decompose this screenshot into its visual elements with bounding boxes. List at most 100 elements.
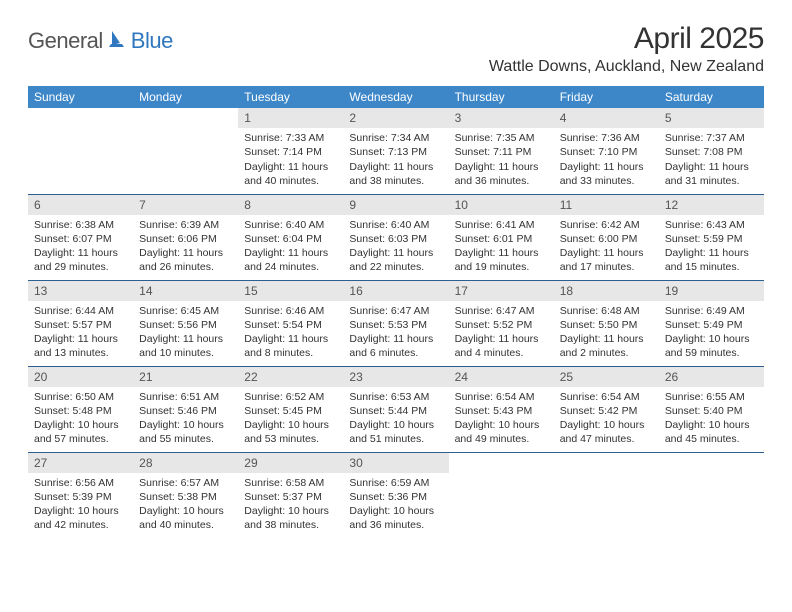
day-content: Sunrise: 6:42 AMSunset: 6:00 PMDaylight:… — [554, 215, 659, 278]
daylight-text: Daylight: 10 hours and 42 minutes. — [34, 504, 127, 532]
day-cell: 30Sunrise: 6:59 AMSunset: 5:36 PMDayligh… — [343, 452, 448, 538]
day-content: Sunrise: 6:50 AMSunset: 5:48 PMDaylight:… — [28, 387, 133, 450]
day-content: Sunrise: 6:56 AMSunset: 5:39 PMDaylight:… — [28, 473, 133, 536]
sunset-text: Sunset: 7:13 PM — [349, 145, 442, 159]
sunset-text: Sunset: 5:37 PM — [244, 490, 337, 504]
calendar-body: 1Sunrise: 7:33 AMSunset: 7:14 PMDaylight… — [28, 108, 764, 538]
sunrise-text: Sunrise: 7:37 AM — [665, 131, 758, 145]
daylight-text: Daylight: 10 hours and 47 minutes. — [560, 418, 653, 446]
day-cell: 21Sunrise: 6:51 AMSunset: 5:46 PMDayligh… — [133, 366, 238, 452]
sunrise-text: Sunrise: 6:48 AM — [560, 304, 653, 318]
day-cell — [554, 452, 659, 538]
sunset-text: Sunset: 5:49 PM — [665, 318, 758, 332]
sunrise-text: Sunrise: 6:39 AM — [139, 218, 232, 232]
day-content: Sunrise: 6:48 AMSunset: 5:50 PMDaylight:… — [554, 301, 659, 364]
sunrise-text: Sunrise: 6:40 AM — [349, 218, 442, 232]
day-content: Sunrise: 6:58 AMSunset: 5:37 PMDaylight:… — [238, 473, 343, 536]
sunset-text: Sunset: 7:11 PM — [455, 145, 548, 159]
daylight-text: Daylight: 11 hours and 8 minutes. — [244, 332, 337, 360]
day-number: 14 — [133, 281, 238, 301]
day-cell: 4Sunrise: 7:36 AMSunset: 7:10 PMDaylight… — [554, 108, 659, 194]
day-number: 19 — [659, 281, 764, 301]
day-number: 25 — [554, 367, 659, 387]
daylight-text: Daylight: 11 hours and 33 minutes. — [560, 160, 653, 188]
daylight-text: Daylight: 11 hours and 6 minutes. — [349, 332, 442, 360]
day-content: Sunrise: 7:33 AMSunset: 7:14 PMDaylight:… — [238, 128, 343, 191]
day-number: 8 — [238, 195, 343, 215]
sunset-text: Sunset: 5:43 PM — [455, 404, 548, 418]
day-cell: 22Sunrise: 6:52 AMSunset: 5:45 PMDayligh… — [238, 366, 343, 452]
day-cell: 12Sunrise: 6:43 AMSunset: 5:59 PMDayligh… — [659, 194, 764, 280]
daylight-text: Daylight: 11 hours and 24 minutes. — [244, 246, 337, 274]
sunrise-text: Sunrise: 6:57 AM — [139, 476, 232, 490]
day-cell: 28Sunrise: 6:57 AMSunset: 5:38 PMDayligh… — [133, 452, 238, 538]
week-row: 1Sunrise: 7:33 AMSunset: 7:14 PMDaylight… — [28, 108, 764, 194]
day-cell: 17Sunrise: 6:47 AMSunset: 5:52 PMDayligh… — [449, 280, 554, 366]
day-content: Sunrise: 6:38 AMSunset: 6:07 PMDaylight:… — [28, 215, 133, 278]
sunset-text: Sunset: 5:44 PM — [349, 404, 442, 418]
sunrise-text: Sunrise: 6:38 AM — [34, 218, 127, 232]
day-number: 21 — [133, 367, 238, 387]
sunset-text: Sunset: 5:54 PM — [244, 318, 337, 332]
day-cell: 27Sunrise: 6:56 AMSunset: 5:39 PMDayligh… — [28, 452, 133, 538]
sunset-text: Sunset: 6:03 PM — [349, 232, 442, 246]
day-number: 5 — [659, 108, 764, 128]
sunrise-text: Sunrise: 6:41 AM — [455, 218, 548, 232]
day-cell: 24Sunrise: 6:54 AMSunset: 5:43 PMDayligh… — [449, 366, 554, 452]
month-title: April 2025 — [489, 22, 764, 56]
sunset-text: Sunset: 5:39 PM — [34, 490, 127, 504]
day-cell: 23Sunrise: 6:53 AMSunset: 5:44 PMDayligh… — [343, 366, 448, 452]
logo: General Blue — [28, 28, 173, 54]
sunset-text: Sunset: 5:59 PM — [665, 232, 758, 246]
day-content: Sunrise: 6:44 AMSunset: 5:57 PMDaylight:… — [28, 301, 133, 364]
day-cell: 16Sunrise: 6:47 AMSunset: 5:53 PMDayligh… — [343, 280, 448, 366]
day-cell — [133, 108, 238, 194]
day-cell: 19Sunrise: 6:49 AMSunset: 5:49 PMDayligh… — [659, 280, 764, 366]
sunset-text: Sunset: 5:56 PM — [139, 318, 232, 332]
sunrise-text: Sunrise: 6:53 AM — [349, 390, 442, 404]
day-cell: 13Sunrise: 6:44 AMSunset: 5:57 PMDayligh… — [28, 280, 133, 366]
day-cell: 7Sunrise: 6:39 AMSunset: 6:06 PMDaylight… — [133, 194, 238, 280]
day-cell: 14Sunrise: 6:45 AMSunset: 5:56 PMDayligh… — [133, 280, 238, 366]
sunrise-text: Sunrise: 6:47 AM — [349, 304, 442, 318]
day-cell: 5Sunrise: 7:37 AMSunset: 7:08 PMDaylight… — [659, 108, 764, 194]
sunrise-text: Sunrise: 6:59 AM — [349, 476, 442, 490]
day-content: Sunrise: 6:53 AMSunset: 5:44 PMDaylight:… — [343, 387, 448, 450]
day-content: Sunrise: 7:36 AMSunset: 7:10 PMDaylight:… — [554, 128, 659, 191]
sunset-text: Sunset: 7:10 PM — [560, 145, 653, 159]
day-content: Sunrise: 6:55 AMSunset: 5:40 PMDaylight:… — [659, 387, 764, 450]
day-content: Sunrise: 6:47 AMSunset: 5:52 PMDaylight:… — [449, 301, 554, 364]
day-cell: 10Sunrise: 6:41 AMSunset: 6:01 PMDayligh… — [449, 194, 554, 280]
day-number: 26 — [659, 367, 764, 387]
sunrise-text: Sunrise: 6:51 AM — [139, 390, 232, 404]
sunset-text: Sunset: 5:50 PM — [560, 318, 653, 332]
day-cell: 8Sunrise: 6:40 AMSunset: 6:04 PMDaylight… — [238, 194, 343, 280]
day-header: Friday — [554, 86, 659, 108]
day-content: Sunrise: 6:47 AMSunset: 5:53 PMDaylight:… — [343, 301, 448, 364]
sunrise-text: Sunrise: 7:35 AM — [455, 131, 548, 145]
sunset-text: Sunset: 5:40 PM — [665, 404, 758, 418]
daylight-text: Daylight: 10 hours and 36 minutes. — [349, 504, 442, 532]
sunset-text: Sunset: 5:46 PM — [139, 404, 232, 418]
day-number: 12 — [659, 195, 764, 215]
day-header: Monday — [133, 86, 238, 108]
day-cell: 18Sunrise: 6:48 AMSunset: 5:50 PMDayligh… — [554, 280, 659, 366]
daylight-text: Daylight: 10 hours and 59 minutes. — [665, 332, 758, 360]
day-cell: 3Sunrise: 7:35 AMSunset: 7:11 PMDaylight… — [449, 108, 554, 194]
daylight-text: Daylight: 11 hours and 38 minutes. — [349, 160, 442, 188]
sunset-text: Sunset: 5:45 PM — [244, 404, 337, 418]
daylight-text: Daylight: 11 hours and 19 minutes. — [455, 246, 548, 274]
sunrise-text: Sunrise: 6:50 AM — [34, 390, 127, 404]
day-cell: 20Sunrise: 6:50 AMSunset: 5:48 PMDayligh… — [28, 366, 133, 452]
day-number: 22 — [238, 367, 343, 387]
day-content: Sunrise: 7:34 AMSunset: 7:13 PMDaylight:… — [343, 128, 448, 191]
day-number: 9 — [343, 195, 448, 215]
day-cell: 1Sunrise: 7:33 AMSunset: 7:14 PMDaylight… — [238, 108, 343, 194]
daylight-text: Daylight: 11 hours and 10 minutes. — [139, 332, 232, 360]
sunset-text: Sunset: 5:48 PM — [34, 404, 127, 418]
logo-text-blue: Blue — [131, 28, 173, 54]
sunrise-text: Sunrise: 6:47 AM — [455, 304, 548, 318]
sunset-text: Sunset: 6:01 PM — [455, 232, 548, 246]
day-content: Sunrise: 6:45 AMSunset: 5:56 PMDaylight:… — [133, 301, 238, 364]
day-cell: 15Sunrise: 6:46 AMSunset: 5:54 PMDayligh… — [238, 280, 343, 366]
